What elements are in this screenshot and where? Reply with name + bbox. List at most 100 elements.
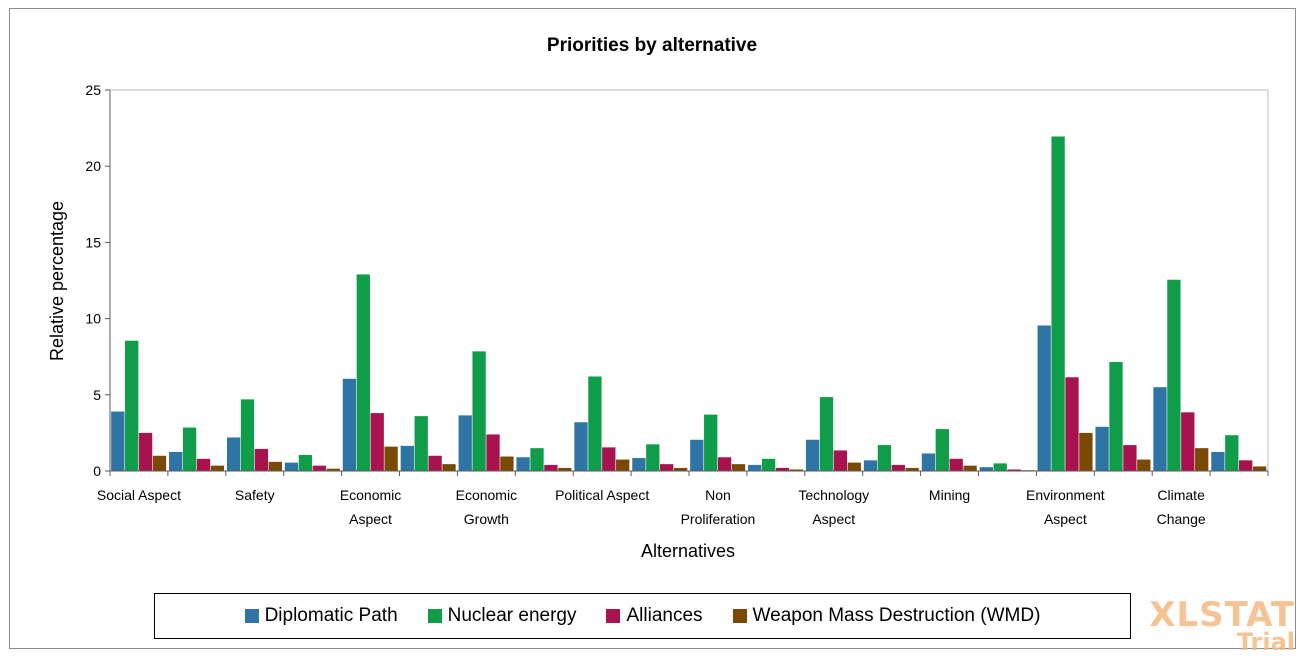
bar-alliances-15 (1007, 469, 1021, 471)
bar-nuclear-energy-11 (761, 458, 776, 471)
bar-diplomatic-path-6 (458, 415, 472, 471)
legend-swatch (732, 609, 747, 623)
bar-diplomatic-path-9 (632, 458, 646, 471)
bar-nuclear-energy-5 (414, 416, 428, 471)
bar-weapon-mass-destruction-wmd--2 (268, 461, 282, 471)
bar-weapon-mass-destruction-wmd--6 (500, 456, 514, 471)
y-axis-title: Relative percentage (47, 201, 67, 361)
x-tick-label: Environment Aspect (1026, 487, 1105, 527)
x-tick-label: Non Proliferation (681, 487, 756, 527)
bar-nuclear-energy-4 (356, 274, 370, 471)
bar-alliances-10 (717, 457, 732, 471)
bar-nuclear-energy-0 (125, 340, 139, 471)
bar-diplomatic-path-10 (690, 439, 704, 471)
bar-diplomatic-path-0 (111, 411, 125, 471)
bar-weapon-mass-destruction-wmd--7 (558, 467, 572, 471)
x-tick-label: Mining (929, 487, 970, 503)
bar-weapon-mass-destruction-wmd--8 (616, 459, 630, 471)
bar-weapon-mass-destruction-wmd--16 (1079, 432, 1093, 471)
y-tick-label: 15 (85, 234, 101, 250)
watermark-sub: Trial (1236, 628, 1295, 656)
bar-alliances-19 (1239, 460, 1253, 471)
x-tick-label: Technology Aspect (798, 487, 869, 527)
watermark-main: XLSTAT (1149, 595, 1295, 635)
plot-area (109, 89, 1269, 472)
legend-label: Alliances (626, 605, 703, 626)
bar-weapon-mass-destruction-wmd--10 (731, 464, 746, 471)
bar-diplomatic-path-4 (342, 378, 357, 471)
bar-nuclear-energy-3 (298, 455, 313, 471)
legend-swatch (244, 609, 259, 623)
bar-weapon-mass-destruction-wmd--3 (326, 468, 340, 471)
bar-nuclear-energy-17 (1109, 362, 1123, 471)
bar-diplomatic-path-16 (1037, 325, 1051, 471)
bar-nuclear-energy-19 (1225, 435, 1239, 471)
x-axis-title: Alternatives (641, 541, 735, 561)
bar-weapon-mass-destruction-wmd--17 (1137, 459, 1151, 471)
legend-label: Diplomatic Path (264, 605, 398, 626)
bar-alliances-6 (486, 434, 500, 471)
bar-nuclear-energy-9 (646, 444, 660, 471)
bar-diplomatic-path-18 (1153, 387, 1167, 471)
bar-diplomatic-path-5 (400, 445, 414, 471)
chart-frame (9, 8, 1296, 649)
bar-alliances-1 (196, 458, 211, 471)
bar-alliances-3 (312, 465, 326, 471)
y-tick-label: 25 (85, 82, 101, 98)
x-tick-label: Social Aspect (97, 487, 181, 503)
bar-weapon-mass-destruction-wmd--5 (442, 464, 456, 471)
y-tick-label: 10 (85, 311, 101, 327)
bar-nuclear-energy-13 (877, 445, 892, 471)
bar-alliances-17 (1123, 445, 1137, 471)
bar-diplomatic-path-7 (516, 457, 530, 471)
bar-diplomatic-path-11 (748, 464, 762, 471)
bar-weapon-mass-destruction-wmd--12 (847, 462, 861, 471)
bar-diplomatic-path-13 (863, 460, 878, 471)
bar-nuclear-energy-6 (472, 351, 486, 471)
bars-group (111, 136, 1267, 472)
bar-weapon-mass-destruction-wmd--13 (905, 467, 919, 471)
bar-nuclear-energy-10 (704, 414, 718, 471)
bar-alliances-4 (370, 413, 384, 471)
legend-label: Weapon Mass Destruction (WMD) (752, 605, 1041, 626)
x-tick-label: Economic Growth (456, 487, 517, 527)
bar-diplomatic-path-15 (979, 467, 993, 471)
bar-diplomatic-path-14 (921, 453, 936, 471)
xlstat-trial-watermark: XLSTAT Trial (1105, 598, 1295, 654)
x-tick-label: Safety (235, 487, 275, 503)
bar-nuclear-energy-7 (530, 448, 544, 471)
bar-diplomatic-path-3 (284, 462, 299, 471)
bar-alliances-13 (891, 464, 905, 471)
x-tick-label: Economic Aspect (340, 487, 401, 527)
y-tick-label: 0 (93, 463, 101, 479)
x-tick-label: Climate Change (1157, 487, 1206, 527)
bar-diplomatic-path-2 (226, 437, 241, 471)
bar-nuclear-energy-18 (1167, 279, 1181, 471)
bar-alliances-14 (949, 458, 963, 471)
legend-item: Nuclear energy (427, 605, 576, 627)
legend-item: Alliances (606, 605, 703, 627)
legend-item: Diplomatic Path (244, 605, 398, 627)
bar-alliances-8 (602, 447, 616, 471)
bar-alliances-12 (833, 450, 848, 471)
bar-nuclear-energy-16 (1051, 136, 1065, 472)
bar-diplomatic-path-19 (1211, 451, 1225, 471)
bar-weapon-mass-destruction-wmd--11 (789, 469, 804, 471)
bar-nuclear-energy-8 (588, 376, 602, 471)
bar-nuclear-energy-2 (240, 399, 255, 471)
bar-alliances-5 (428, 455, 442, 471)
legend: Diplomatic Path Nuclear energy Alliances We… (154, 593, 1131, 639)
bar-alliances-11 (775, 467, 790, 471)
bar-weapon-mass-destruction-wmd--4 (384, 446, 398, 471)
bar-weapon-mass-destruction-wmd--0 (152, 455, 167, 471)
chart-title: Priorities by alternative (547, 35, 757, 56)
bar-diplomatic-path-8 (574, 422, 588, 471)
bar-alliances-18 (1181, 412, 1195, 471)
bar-nuclear-energy-12 (819, 397, 834, 471)
legend-item: Weapon Mass Destruction (WMD) (732, 605, 1041, 627)
bar-weapon-mass-destruction-wmd--19 (1252, 466, 1267, 471)
bar-weapon-mass-destruction-wmd--18 (1195, 448, 1209, 471)
bar-alliances-16 (1065, 377, 1079, 471)
bar-weapon-mass-destruction-wmd--14 (963, 465, 977, 471)
